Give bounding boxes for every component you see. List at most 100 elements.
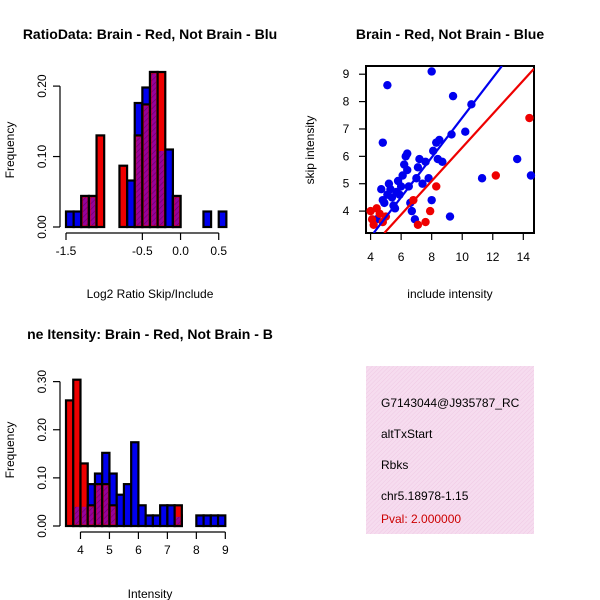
overlap-bar-5 bbox=[136, 136, 141, 226]
y-tick-label: 0.10 bbox=[35, 145, 49, 169]
overlap-bar-6 bbox=[143, 105, 149, 226]
blue-point-27 bbox=[424, 174, 433, 183]
blue-bar-0 bbox=[64, 210, 75, 229]
x-tick-label: 12 bbox=[486, 250, 500, 264]
scatter-x-label: include intensity bbox=[407, 287, 492, 301]
overlap-bar-1 bbox=[74, 506, 79, 525]
info-panel-background bbox=[366, 366, 534, 534]
red-point-10 bbox=[425, 206, 435, 216]
x-tick-label: 10 bbox=[456, 250, 470, 264]
blue-point-33 bbox=[438, 157, 447, 167]
info-locus: chr5.18978-1.15 bbox=[381, 489, 469, 503]
ratio-y-label: Frequency bbox=[3, 122, 17, 179]
y-tick-label: 0.10 bbox=[35, 466, 49, 490]
blue-bar-9 bbox=[130, 441, 140, 528]
y-tick-label: 7 bbox=[343, 122, 350, 136]
ratio-histogram-title: RatioData: Brain - Red, Not Brain - Blu bbox=[23, 26, 277, 42]
x-tick-label: 6 bbox=[398, 250, 405, 264]
y-tick-label: 9 bbox=[343, 67, 350, 81]
blue-point-41 bbox=[383, 80, 392, 90]
x-tick-label: -0.5 bbox=[132, 244, 153, 258]
blue-point-20 bbox=[407, 206, 417, 216]
red-bar-1 bbox=[72, 378, 82, 528]
overlap-bar-8 bbox=[159, 151, 164, 226]
red-point-2 bbox=[369, 220, 378, 229]
overlap-bar-4 bbox=[96, 485, 101, 525]
overlap-bar-2 bbox=[82, 197, 88, 226]
scatter-plot-box bbox=[365, 65, 535, 234]
blue-bar-1 bbox=[72, 210, 83, 229]
red-bar-7 bbox=[173, 504, 183, 528]
x-tick-label: -1.5 bbox=[56, 244, 77, 258]
info-panel: G7143044@J935787_RC altTxStart Rbks chr5… bbox=[366, 366, 534, 534]
x-tick-label: 4 bbox=[367, 250, 374, 264]
red-point-13 bbox=[525, 113, 534, 123]
red-point-12 bbox=[491, 171, 501, 180]
blue-point-3 bbox=[380, 198, 389, 208]
overlap-bar-10 bbox=[174, 197, 180, 226]
blue-bar-4 bbox=[125, 179, 136, 229]
x-tick-label: 8 bbox=[193, 543, 200, 557]
intensity-overlap-bars bbox=[74, 485, 181, 525]
ratio-histogram-panel: RatioData: Brain - Red, Not Brain - Blu … bbox=[3, 26, 277, 301]
red-point-9 bbox=[421, 217, 430, 227]
y-tick-label: 0.00 bbox=[35, 514, 49, 538]
scatter-title: Brain - Red, Not Brain - Blue bbox=[356, 26, 544, 42]
y-tick-label: 0.00 bbox=[35, 215, 49, 239]
x-tick-label: 0.5 bbox=[210, 244, 227, 258]
blue-point-17 bbox=[403, 165, 412, 175]
overlap-bar-2 bbox=[81, 506, 87, 525]
overlap-bar-6 bbox=[110, 506, 116, 525]
info-pval: Pval: 2.000000 bbox=[381, 512, 461, 526]
ratio-overlap-bars bbox=[82, 73, 180, 226]
x-tick-label: 14 bbox=[517, 250, 531, 264]
info-id: G7143044@J935787_RC bbox=[381, 396, 520, 410]
overlap-bar-3 bbox=[89, 506, 94, 525]
blue-bar-19 bbox=[216, 514, 227, 528]
red-point-8 bbox=[413, 220, 423, 229]
blue-bar-11 bbox=[202, 210, 213, 229]
blue-point-25 bbox=[418, 179, 427, 188]
x-tick-label: 4 bbox=[77, 543, 84, 557]
blue-point-39 bbox=[513, 154, 522, 164]
blue-point-42 bbox=[427, 67, 436, 76]
intensity-histogram-title: ne Itensity: Brain - Red, Not Brain - B bbox=[27, 326, 273, 342]
info-event-type: altTxStart bbox=[381, 427, 433, 441]
blue-point-34 bbox=[447, 130, 456, 139]
x-tick-label: 8 bbox=[428, 250, 435, 264]
x-tick-label: 0.0 bbox=[172, 244, 189, 258]
blue-point-32 bbox=[435, 135, 444, 145]
blue-point-2 bbox=[377, 184, 386, 194]
intensity-x-label: Intensity bbox=[128, 587, 173, 600]
y-tick-label: 6 bbox=[343, 149, 350, 163]
scatter-y-label: skip intensity bbox=[303, 116, 317, 185]
overlap-bar-7 bbox=[151, 73, 157, 226]
y-tick-label: 4 bbox=[343, 204, 350, 218]
blue-bar-12 bbox=[217, 210, 228, 229]
y-tick-label: 8 bbox=[343, 95, 350, 109]
fit-line-0 bbox=[372, 66, 503, 233]
blue-point-35 bbox=[448, 91, 458, 101]
blue-point-28 bbox=[427, 195, 436, 205]
red-point-11 bbox=[432, 182, 441, 191]
x-tick-label: 9 bbox=[222, 543, 229, 557]
overlap-bar-15 bbox=[176, 516, 181, 525]
blue-point-13 bbox=[396, 182, 406, 191]
blue-point-44 bbox=[403, 149, 412, 158]
red-bar-2 bbox=[79, 462, 89, 528]
blue-point-36 bbox=[461, 127, 470, 136]
y-tick-label: 0.20 bbox=[35, 74, 49, 98]
fit-line-1 bbox=[383, 67, 534, 233]
x-tick-label: 5 bbox=[106, 543, 113, 557]
scatter-axes: 4 6 8 10 12 14 4 5 6 7 8 9 bbox=[343, 67, 531, 264]
blue-bar-9 bbox=[164, 148, 175, 229]
y-tick-label: 5 bbox=[343, 177, 350, 191]
overlap-bar-3 bbox=[90, 197, 96, 226]
red-bar-3 bbox=[118, 164, 129, 229]
scatter-panel: Brain - Red, Not Brain - Blue 4 6 8 10 12 144… bbox=[303, 26, 544, 301]
x-tick-label: 7 bbox=[164, 543, 171, 557]
red-bar-7 bbox=[156, 70, 167, 229]
ratio-axes: -1.5 -0.5 0.0 0.5 0.00 0.10 0.20 bbox=[35, 74, 227, 258]
blue-point-40 bbox=[526, 171, 536, 180]
